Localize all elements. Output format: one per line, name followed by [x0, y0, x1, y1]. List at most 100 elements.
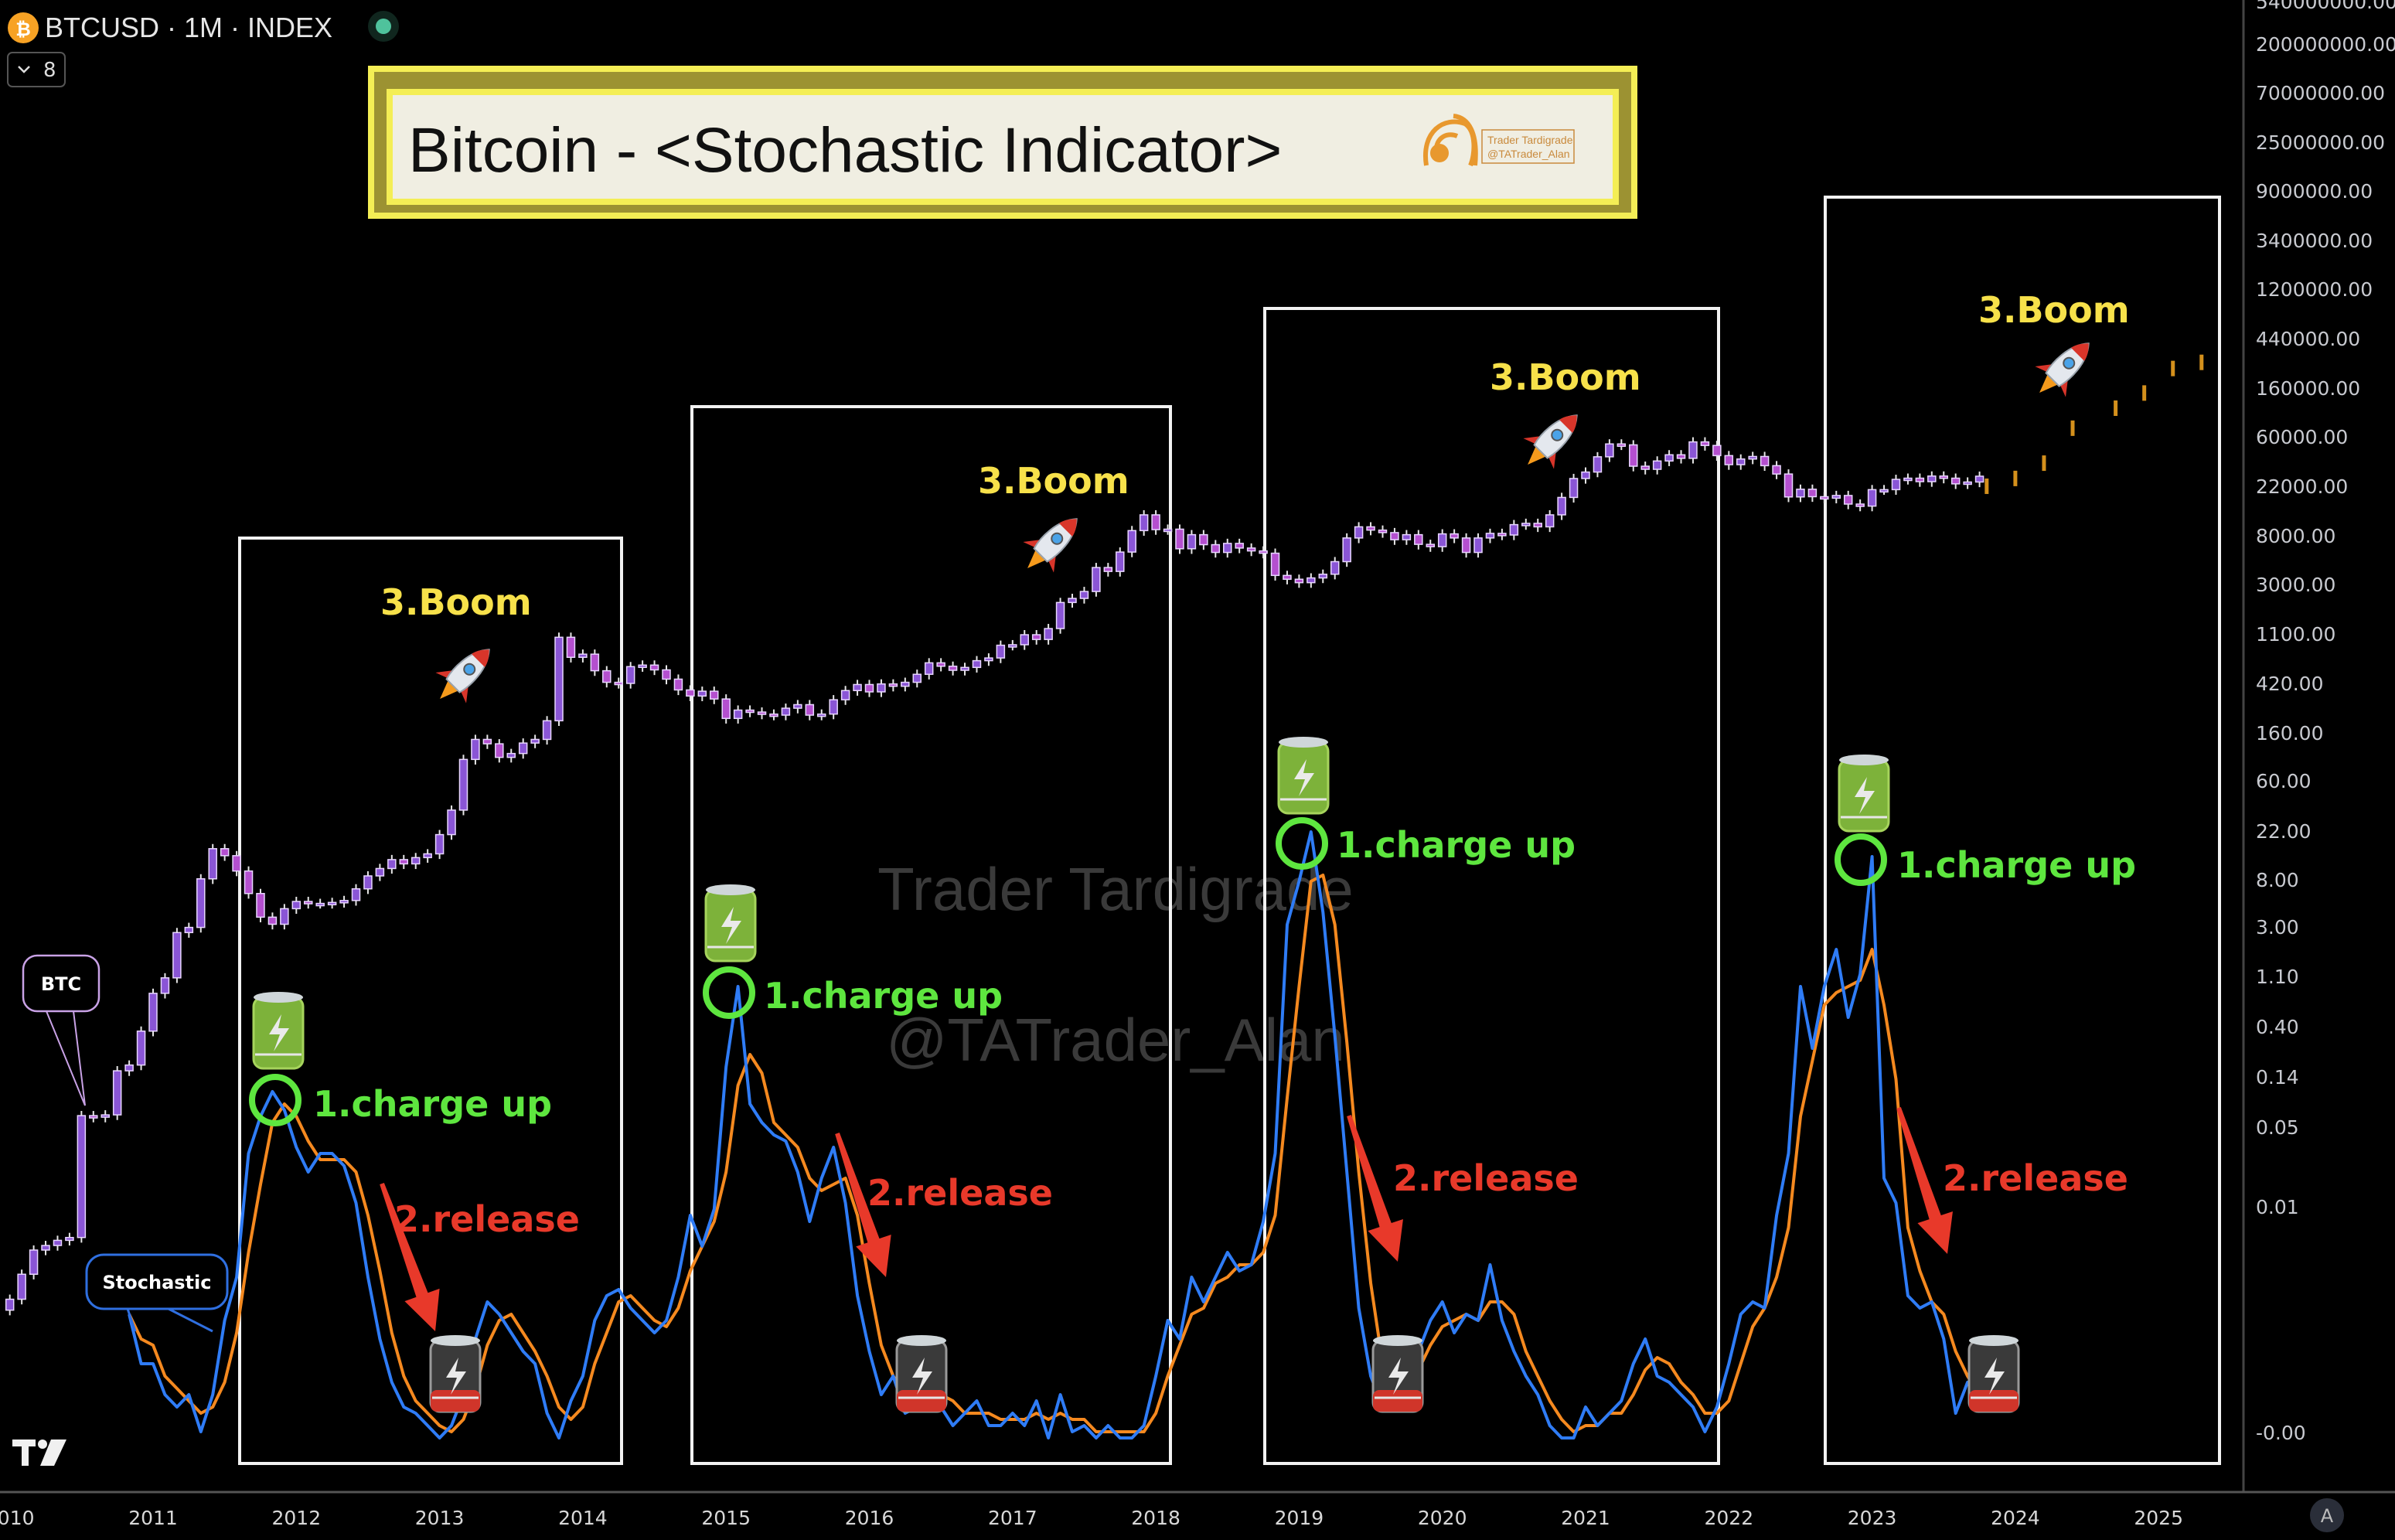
price-candle	[1330, 560, 1340, 575]
battery-full-icon	[1838, 755, 1890, 833]
charge-circle-marker	[249, 1074, 302, 1126]
price-candle	[816, 713, 826, 717]
title-text: Bitcoin - <Stochastic Indicator>	[408, 115, 1282, 186]
price-candle	[1246, 547, 1256, 552]
indicators-toggle-button[interactable]: 8	[7, 52, 66, 87]
price-candle	[89, 1115, 98, 1119]
price-candle	[112, 1070, 122, 1116]
price-candle	[924, 662, 934, 675]
price-axis-label: 8000.00	[2256, 525, 2335, 547]
price-candle	[1426, 543, 1436, 547]
price-candle	[662, 669, 671, 680]
symbol-header[interactable]: ₿ BTCUSD · 1M · INDEX	[8, 11, 399, 43]
price-axis[interactable]: 540000000.00 200000000.00 70000000.00 25000…	[2256, 0, 2395, 1444]
price-candle	[351, 888, 361, 901]
rocket-window	[1551, 428, 1564, 441]
auto-scale-label: A	[2321, 1505, 2334, 1527]
price-candle	[1307, 577, 1316, 584]
price-axis-label: 0.14	[2256, 1066, 2299, 1089]
price-axis-label: 1.10	[2256, 966, 2299, 988]
price-candle	[1235, 543, 1244, 549]
price-candle	[566, 636, 576, 658]
auto-scale-button[interactable]: A	[2310, 1498, 2344, 1532]
time-axis-label: 2019	[1275, 1507, 1324, 1529]
price-candle	[1342, 537, 1351, 563]
price-candle	[578, 653, 588, 658]
price-candle	[1187, 533, 1197, 550]
price-candle	[733, 709, 743, 720]
price-candle	[1903, 477, 1913, 482]
battery-level	[1969, 1390, 2019, 1412]
price-candle	[1820, 496, 1829, 500]
price-candle	[769, 713, 778, 717]
price-candle	[1354, 526, 1364, 539]
price-candle	[291, 901, 302, 910]
lightning-icon	[1855, 777, 1875, 814]
price-candle	[1939, 475, 1948, 479]
release-arrow-icon	[380, 1182, 440, 1331]
price-candle	[1855, 503, 1865, 507]
rocket-flame	[1027, 548, 1048, 568]
price-candle	[411, 857, 421, 865]
price-candle	[793, 704, 802, 709]
battery-full-icon	[1277, 737, 1330, 815]
price-candle	[1843, 495, 1853, 505]
price-candle	[864, 683, 874, 693]
lightning-icon	[446, 1358, 466, 1395]
boom-label: 3.Boom	[380, 581, 532, 623]
price-candle	[1092, 567, 1101, 592]
price-candle	[77, 1115, 87, 1238]
price-candle	[196, 878, 206, 928]
price-candle	[124, 1064, 134, 1072]
indicator-count: 8	[43, 59, 56, 82]
price-candle	[1927, 475, 1937, 482]
price-axis-label: 540000000.00	[2256, 0, 2395, 13]
price-candle	[136, 1031, 146, 1066]
battery-level	[1373, 1390, 1422, 1412]
time-axis-label: 2012	[271, 1507, 321, 1529]
bitcoin-icon	[8, 12, 39, 43]
lightning-icon	[721, 907, 741, 944]
market-status-dot[interactable]	[376, 19, 391, 34]
price-axis-label: 25000000.00	[2256, 131, 2385, 154]
stochastic-lines	[128, 830, 1981, 1439]
price-candle	[1044, 628, 1053, 640]
price-axis-label: 3000.00	[2256, 574, 2335, 596]
price-candle	[1068, 598, 1077, 604]
lightning-icon	[912, 1358, 932, 1395]
price-candle	[160, 977, 170, 994]
cycle-box-2015	[690, 405, 1172, 1465]
price-candle	[1390, 532, 1399, 540]
btc-callout-label: BTC	[41, 973, 81, 995]
time-axis[interactable]: 2010 2011 2012 2013 2014 2015 2016 2017 2018 2019…	[0, 1507, 2183, 1529]
watermark-line2: @TATrader_Alan	[886, 1006, 1345, 1074]
price-candle	[602, 669, 612, 683]
price-axis-label: 440000.00	[2256, 328, 2360, 350]
tradingview-logo-icon	[12, 1439, 66, 1466]
stochastic-callout: Stochastic	[85, 1253, 229, 1333]
price-candle	[530, 738, 540, 744]
price-candle	[948, 666, 958, 671]
price-candle	[829, 699, 838, 715]
bitcoin-glyph: ₿	[15, 19, 31, 40]
price-candle	[673, 678, 683, 691]
release-label: 2.release	[1943, 1157, 2128, 1199]
price-candle	[1259, 550, 1268, 554]
battery-full-icon	[252, 992, 305, 1070]
price-candle	[960, 666, 969, 671]
battery-empty-icon	[1967, 1335, 2020, 1413]
price-axis-label: 1100.00	[2256, 623, 2335, 646]
price-candle	[1700, 441, 1710, 446]
price-axis-label: 1200000.00	[2256, 278, 2373, 301]
stamp-box	[1481, 129, 1575, 164]
symbol-line: BTCUSD · 1M · INDEX	[45, 12, 332, 43]
price-candle	[1270, 552, 1280, 577]
price-projection	[1984, 354, 2204, 494]
charge-up-label: 1.charge up	[313, 1083, 552, 1125]
price-candle	[1521, 523, 1531, 526]
time-axis-label: 2014	[558, 1507, 608, 1529]
rocket-window	[1051, 532, 1064, 545]
price-candle	[1652, 460, 1662, 470]
price-axis-label: 420.00	[2256, 673, 2323, 695]
